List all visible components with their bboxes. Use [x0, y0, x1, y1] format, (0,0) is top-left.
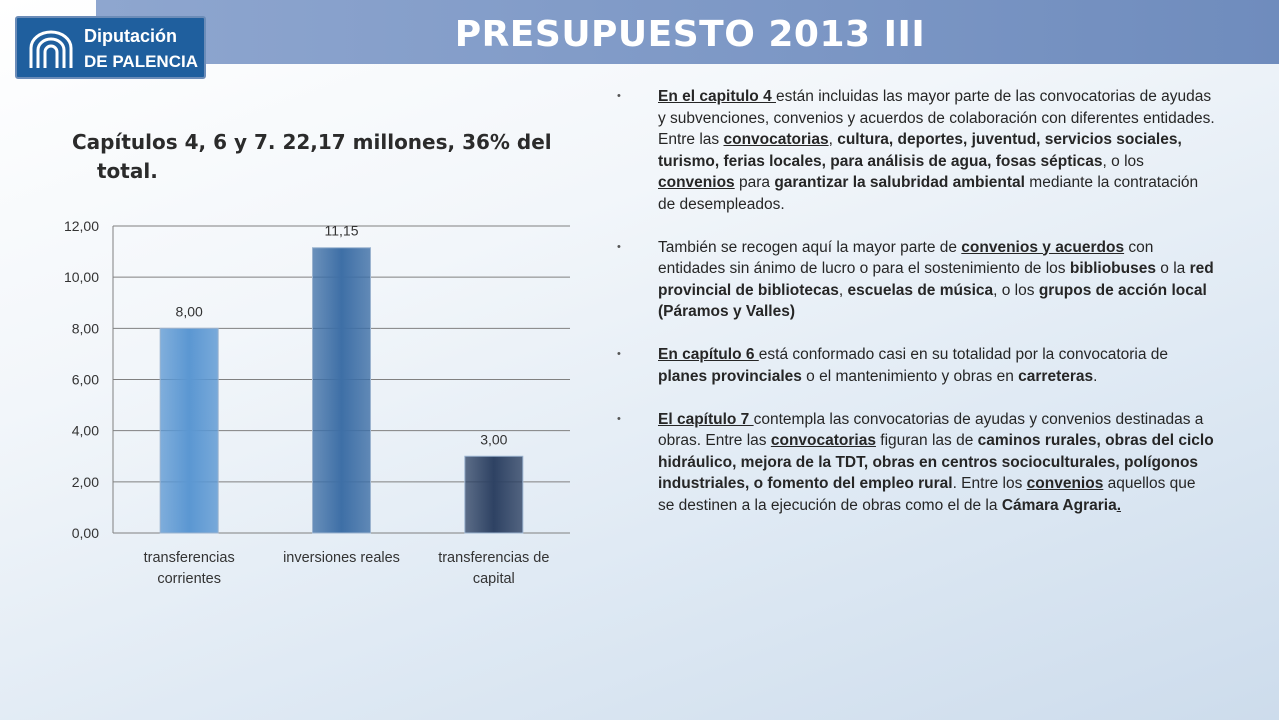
bullet-text-run: , o los	[993, 281, 1039, 299]
bullet-text-run: convenios y acuerdos	[961, 238, 1125, 256]
bar	[464, 455, 524, 534]
bullet-text-run: cultura, deportes, juventud, servicios s…	[658, 131, 1182, 170]
bullet-text-run: o el mantenimiento y obras en	[801, 367, 1019, 385]
bullet-text-run: carreteras	[1018, 367, 1094, 385]
y-tick-label: 4,00	[72, 423, 99, 439]
bullet-text-run: mediante la contratación de desempleados…	[658, 174, 1199, 213]
bar	[312, 247, 371, 534]
bullet-text-run: con entidades sin ánimo de lucro o para …	[658, 238, 1154, 278]
y-tick-label: 0,00	[72, 525, 99, 541]
bullet-text-run: para	[734, 174, 775, 191]
y-tick-label: 12,00	[64, 218, 99, 234]
bar-chart: 0,00 2,00 4,00 6,00 8,00 10,00 12,00 8,00 transf…	[64, 218, 570, 587]
bullet-text-run: En el capitulo 4	[658, 88, 776, 105]
bullet-text-run: está conformado casi en su totalidad por…	[758, 346, 1169, 363]
bullet-text-run: o la	[1155, 260, 1190, 277]
bullet-text-run: contempla las convocatorias de ayudas y …	[658, 410, 1204, 450]
title-bar	[96, 0, 1279, 64]
y-tick-label: 2,00	[72, 474, 99, 490]
data-label: 3,00	[480, 431, 507, 447]
x-tick-label: transferencias	[144, 550, 235, 566]
bullet-text-run: .	[1116, 496, 1121, 514]
bullet-text-run: red provincial de bibliotecas	[658, 260, 1214, 299]
bullet-text-run: convocatorias	[770, 432, 876, 449]
diputacion-emblem-icon	[29, 30, 73, 68]
bullet-item: También se recogen aquí la mayor parte d…	[616, 237, 1216, 323]
bullet-item: En el capitulo 4 están incluidas las may…	[616, 86, 1216, 215]
y-tick-label: 6,00	[72, 372, 99, 388]
bullet-text-run: ,	[838, 281, 848, 299]
logo-text-line2: DE PALENCIA	[84, 52, 198, 71]
bullet-item: En capítulo 6 está conformado casi en su…	[616, 344, 1216, 387]
logo: Diputación DE PALENCIA	[15, 16, 206, 79]
y-tick-label: 10,00	[64, 269, 99, 285]
x-tick-label: transferencias de	[438, 550, 549, 566]
slide-subtitle: Capítulos 4, 6 y 7. 22,17 millones, 36% …	[72, 130, 552, 183]
y-tick-label: 8,00	[72, 320, 99, 336]
bullet-text-run: .	[1093, 367, 1098, 385]
bullet-text-run: planes provinciales	[658, 367, 802, 385]
bullet-text-run: aquellos que se destinen a la ejecución …	[658, 475, 1196, 514]
x-tick-label: inversiones reales	[283, 550, 400, 566]
bullet-text-run: , o los	[1102, 152, 1144, 170]
bullet-text-run: garantizar la salubridad ambiental	[774, 174, 1025, 191]
bullet-text-run: En capítulo 6	[658, 346, 759, 363]
bullet-text-run: convocatorias	[723, 131, 829, 148]
bullet-text-run: . Entre los	[952, 475, 1027, 492]
bullet-text-run: escuelas de música	[847, 281, 994, 299]
data-label: 11,15	[325, 223, 359, 239]
bar	[159, 327, 219, 534]
bullet-text-run: convenios	[1026, 475, 1104, 492]
bullet-list: En el capitulo 4 están incluidas las may…	[616, 86, 1216, 538]
data-label: 8,00	[176, 303, 203, 319]
bullet-text-run: caminos rurales, obras del ciclo hidrául…	[658, 432, 1214, 492]
bullet-text-run: También se recogen aquí la mayor parte d…	[658, 238, 962, 256]
bullet-text-run: bibliobuses	[1069, 260, 1156, 277]
x-tick-label: capital	[473, 571, 515, 587]
bullet-text-run: Cámara Agraria	[1001, 496, 1117, 514]
bullet-text-run: convenios	[658, 174, 735, 191]
bullet-text-run: figuran las de	[875, 432, 978, 449]
page-title: PRESUPUESTO 2013 III	[454, 14, 926, 55]
logo-text-line1: Diputación	[84, 26, 177, 46]
bullet-item: El capítulo 7 contempla las convocatoria…	[616, 409, 1216, 517]
x-tick-label: corrientes	[157, 571, 221, 587]
bullet-text-run: están incluidas las mayor parte de las c…	[658, 88, 1215, 148]
bullet-text-run: ,	[828, 131, 838, 148]
bullet-text-run: El capítulo 7	[658, 410, 754, 428]
bullet-text-run: grupos de acción local (Páramos y Valles…	[658, 281, 1207, 321]
